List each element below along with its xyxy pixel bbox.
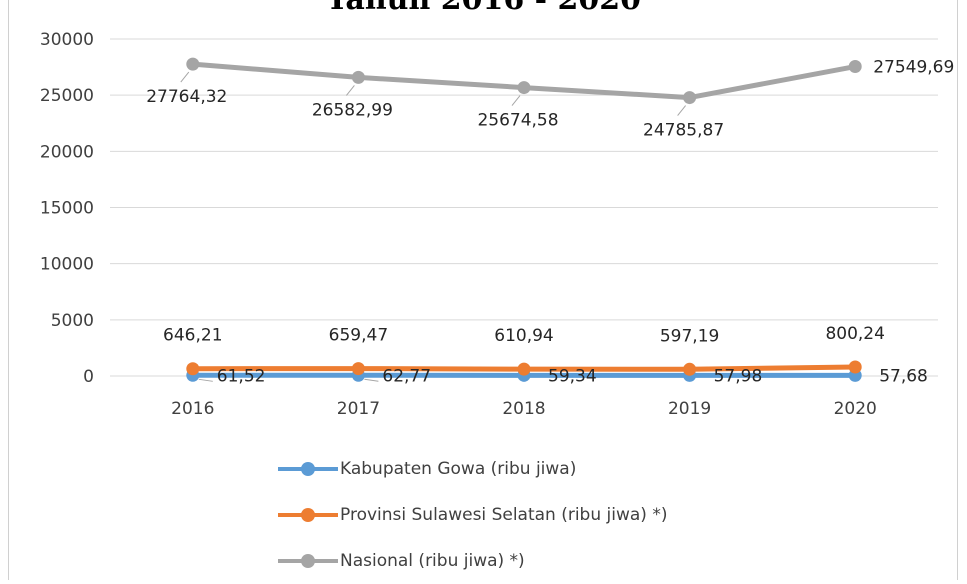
y-tick-label-0: 0 bbox=[83, 367, 94, 387]
y-tick-label-15000: 15000 bbox=[40, 199, 94, 219]
x-tick-label-2016: 2016 bbox=[171, 399, 214, 419]
x-tick-label-2019: 2019 bbox=[668, 399, 711, 419]
data-point-1-3 bbox=[683, 363, 696, 376]
data-point-2-4 bbox=[849, 60, 862, 73]
data-label-2-0: 27764,32 bbox=[146, 87, 227, 107]
data-point-1-4 bbox=[849, 361, 862, 374]
leader-line-0-0 bbox=[199, 379, 213, 381]
legend-swatch-provinsi-sulsel bbox=[278, 508, 338, 522]
y-tick-label-30000: 30000 bbox=[40, 30, 94, 50]
y-tick-label-5000: 5000 bbox=[51, 311, 94, 331]
data-label-0-1: 62,77 bbox=[382, 366, 431, 386]
y-tick-label-25000: 25000 bbox=[40, 86, 94, 106]
leader-line-2-2 bbox=[512, 96, 520, 106]
data-point-1-0 bbox=[186, 362, 199, 375]
legend-item-nasional: Nasional (ribu jiwa) *) bbox=[278, 538, 667, 584]
x-tick-label-2020: 2020 bbox=[834, 399, 877, 419]
legend-item-provinsi-sulsel: Provinsi Sulawesi Selatan (ribu jiwa) *) bbox=[278, 492, 667, 538]
data-point-2-2 bbox=[518, 81, 531, 94]
data-point-1-1 bbox=[352, 362, 365, 375]
data-label-0-0: 61,52 bbox=[217, 366, 266, 386]
leader-line-2-3 bbox=[678, 106, 686, 116]
data-label-2-4: 27549,69 bbox=[873, 58, 954, 78]
legend: Kabupaten Gowa (ribu jiwa) Provinsi Sula… bbox=[278, 446, 667, 584]
data-point-2-3 bbox=[683, 91, 696, 104]
data-label-0-2: 59,34 bbox=[548, 366, 597, 386]
legend-label-provinsi-sulsel: Provinsi Sulawesi Selatan (ribu jiwa) *) bbox=[340, 505, 667, 525]
data-point-2-1 bbox=[352, 71, 365, 84]
data-label-0-3: 57,98 bbox=[714, 366, 763, 386]
x-tick-label-2018: 2018 bbox=[502, 399, 545, 419]
data-point-2-0 bbox=[186, 58, 199, 71]
y-tick-label-10000: 10000 bbox=[40, 255, 94, 275]
data-label-1-2: 610,94 bbox=[494, 326, 553, 346]
y-tick-label-20000: 20000 bbox=[40, 142, 94, 162]
legend-label-kabupaten-gowa: Kabupaten Gowa (ribu jiwa) bbox=[340, 459, 576, 479]
data-label-1-4: 800,24 bbox=[825, 324, 884, 344]
data-point-1-2 bbox=[518, 363, 531, 376]
data-label-1-0: 646,21 bbox=[163, 326, 222, 346]
legend-swatch-kabupaten-gowa bbox=[278, 462, 338, 476]
leader-line-2-0 bbox=[181, 72, 189, 82]
leader-line-2-1 bbox=[346, 85, 354, 95]
data-label-2-3: 24785,87 bbox=[643, 121, 724, 141]
data-label-1-3: 597,19 bbox=[660, 326, 719, 346]
legend-swatch-nasional bbox=[278, 554, 338, 568]
legend-item-kabupaten-gowa: Kabupaten Gowa (ribu jiwa) bbox=[278, 446, 667, 492]
legend-label-nasional: Nasional (ribu jiwa) *) bbox=[340, 551, 525, 571]
data-label-2-2: 25674,58 bbox=[477, 111, 558, 131]
data-label-0-4: 57,68 bbox=[879, 366, 928, 386]
data-label-2-1: 26582,99 bbox=[312, 100, 393, 120]
x-tick-label-2017: 2017 bbox=[337, 399, 380, 419]
data-label-1-1: 659,47 bbox=[329, 326, 388, 346]
leader-line-0-1 bbox=[364, 379, 378, 381]
